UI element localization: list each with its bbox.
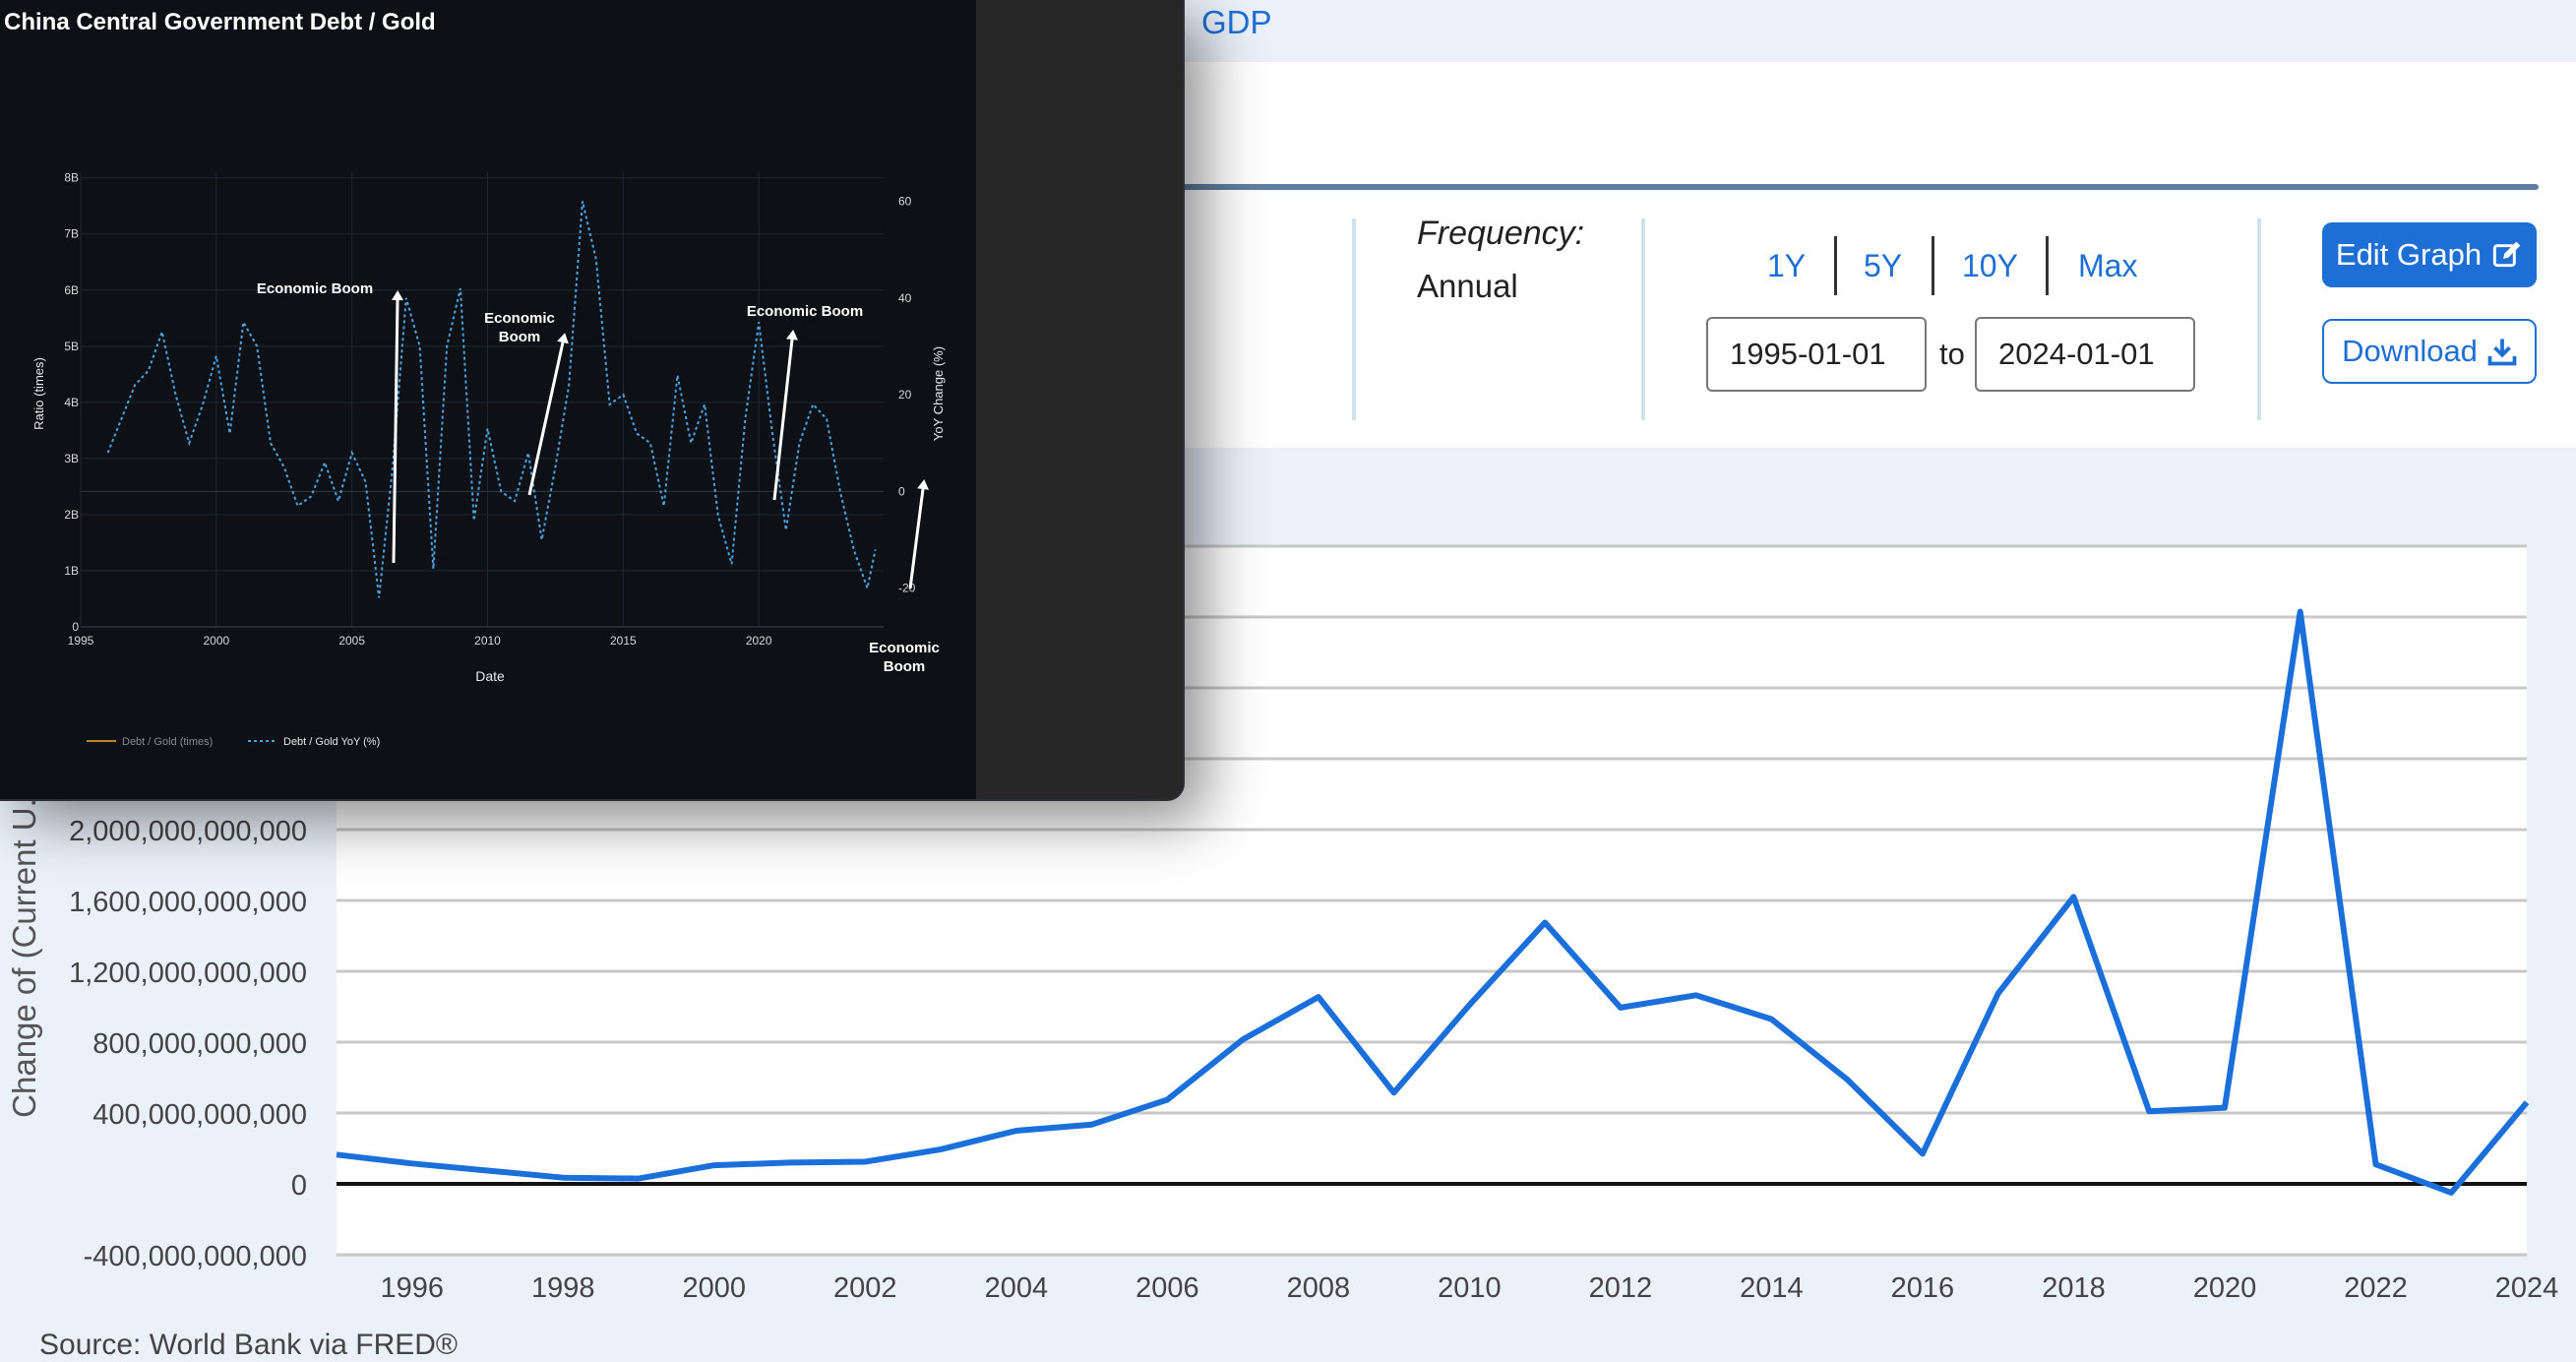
to-label: to <box>1939 337 1965 371</box>
overlay-annotation-label: Economic Boom <box>747 303 863 320</box>
range-button-1y[interactable]: 1Y <box>1767 248 1807 283</box>
overlay-annotation-arrowhead <box>786 330 798 340</box>
x-tick-label: 2010 <box>1438 1272 1502 1304</box>
overlay-left-tick: 1B <box>64 564 79 578</box>
overlay-annotation-arrowhead <box>557 333 569 344</box>
overlay-legend-label: Debt / Gold YoY (%) <box>283 736 380 748</box>
overlay-left-tick: 4B <box>64 396 79 409</box>
series-line <box>336 608 2530 1196</box>
overlay-annotation-label: Economic <box>484 310 555 327</box>
overlay-left-tick: 3B <box>64 452 79 465</box>
x-tick-label: 2024 <box>2495 1272 2559 1304</box>
gdp-link[interactable]: GDP <box>1201 4 1272 40</box>
separator <box>2257 218 2261 420</box>
x-tick-label: 2004 <box>985 1272 1049 1304</box>
y-tick-label: -400,000,000,000 <box>84 1241 307 1272</box>
y-tick-label: 2,000,000,000,000 <box>69 816 307 847</box>
edit-graph-label: Edit Graph <box>2335 237 2483 272</box>
overlay-left-tick: 6B <box>64 283 79 297</box>
overlay-x-tick: 2015 <box>610 634 637 648</box>
overlay-annotation-arrow <box>392 299 399 564</box>
overlay-x-tick: 2000 <box>203 634 229 648</box>
range-button-10y[interactable]: 10Y <box>1962 248 2018 283</box>
frequency-value[interactable]: Annual <box>1417 268 1518 304</box>
overlay-annotation-label: Economic <box>869 640 940 656</box>
x-tick-label: 2000 <box>683 1272 747 1304</box>
overlay-x-axis-label: Date <box>475 668 505 684</box>
x-tick-label: 2014 <box>1740 1272 1804 1304</box>
x-tick-label: 2018 <box>2042 1272 2106 1304</box>
download-button[interactable]: Download <box>2322 319 2537 384</box>
overlay-annotation-arrow <box>772 339 794 501</box>
overlay-annotation-arrowhead <box>917 479 929 490</box>
y-tick-label: 800,000,000,000 <box>92 1028 307 1060</box>
range-button-max[interactable]: Max <box>2078 248 2138 283</box>
range-divider <box>1932 236 1934 295</box>
overlay-x-tick: 1995 <box>68 634 94 648</box>
overlay-series-line <box>106 201 877 598</box>
range-divider <box>1834 236 1837 295</box>
range-button-5y[interactable]: 5Y <box>1864 248 1903 283</box>
overlay-left-tick: 8B <box>64 171 79 185</box>
overlay-left-tick: 5B <box>64 340 79 353</box>
overlay-left-tick: 0 <box>72 620 79 634</box>
overlay-right-tick: 20 <box>898 388 912 402</box>
overlay-right-tick: -20 <box>898 582 916 595</box>
overlay-x-tick: 2005 <box>338 634 365 648</box>
tab-underline <box>1181 184 2539 190</box>
x-tick-label: 1996 <box>381 1272 445 1304</box>
overlay-left-tick: 2B <box>64 508 79 522</box>
overlay-right-tick: 40 <box>898 291 912 305</box>
overlay-x-tick: 2020 <box>746 634 772 648</box>
x-tick-label: 2008 <box>1287 1272 1351 1304</box>
overlay-x-tick: 2010 <box>474 634 501 648</box>
y-tick-label: 0 <box>291 1170 307 1202</box>
overlay-annotation-arrow <box>908 488 925 589</box>
overlay-annotation-label: Boom <box>884 658 926 675</box>
overlay-chart-title: China Central Government Debt / Gold <box>4 9 436 35</box>
overlay-annotation-label: Boom <box>499 329 541 345</box>
y-tick-label: 1,600,000,000,000 <box>69 887 307 918</box>
x-tick-label: 2002 <box>833 1272 897 1304</box>
overlay-side-panel <box>976 0 1183 799</box>
source-note: Source: World Bank via FRED® <box>39 1329 459 1361</box>
overlay-right-axis-label: YoY Change (%) <box>931 346 946 441</box>
x-tick-label: 2012 <box>1589 1272 1653 1304</box>
edit-icon <box>2492 241 2521 268</box>
y-tick-label: 400,000,000,000 <box>92 1099 307 1131</box>
overlay-left-axis-label: Ratio (times) <box>31 357 46 430</box>
overlay-right-tick: 60 <box>898 194 912 208</box>
download-label: Download <box>2342 334 2478 368</box>
overlay-right-tick: 0 <box>898 484 905 498</box>
start-date-input[interactable] <box>1706 317 1927 392</box>
overlay-annotation-label: Economic Boom <box>257 280 373 297</box>
overlay-annotation-arrowhead <box>392 290 403 301</box>
end-date-input[interactable] <box>1975 317 2195 392</box>
overlay-annotation-arrow <box>527 341 565 496</box>
y-tick-label: 1,200,000,000,000 <box>69 958 307 989</box>
frequency-label: Frequency: <box>1417 215 1585 252</box>
range-divider <box>2046 236 2049 295</box>
x-tick-label: 2022 <box>2344 1272 2408 1304</box>
x-tick-label: 2006 <box>1135 1272 1199 1304</box>
overlay-left-tick: 7B <box>64 227 79 241</box>
overlay-chart-window[interactable]: China Central Government Debt / Gold 0 1B… <box>0 0 1185 801</box>
edit-graph-button[interactable]: Edit Graph <box>2322 222 2537 287</box>
x-tick-label: 2020 <box>2193 1272 2257 1304</box>
separator <box>1352 218 1356 420</box>
x-tick-label: 1998 <box>531 1272 595 1304</box>
x-tick-label: 2016 <box>1891 1272 1955 1304</box>
overlay-legend-label: Debt / Gold (times) <box>122 736 213 748</box>
download-icon <box>2487 339 2517 366</box>
main-y-axis-label: Change of (Current U.S. <box>6 768 42 1118</box>
overlay-line-chart: 0 1B 2B 3B 4B 5B 6B 7B 8B -20 0 20 40 60 1995 2000 2005 2… <box>31 171 946 748</box>
separator <box>1641 218 1645 420</box>
